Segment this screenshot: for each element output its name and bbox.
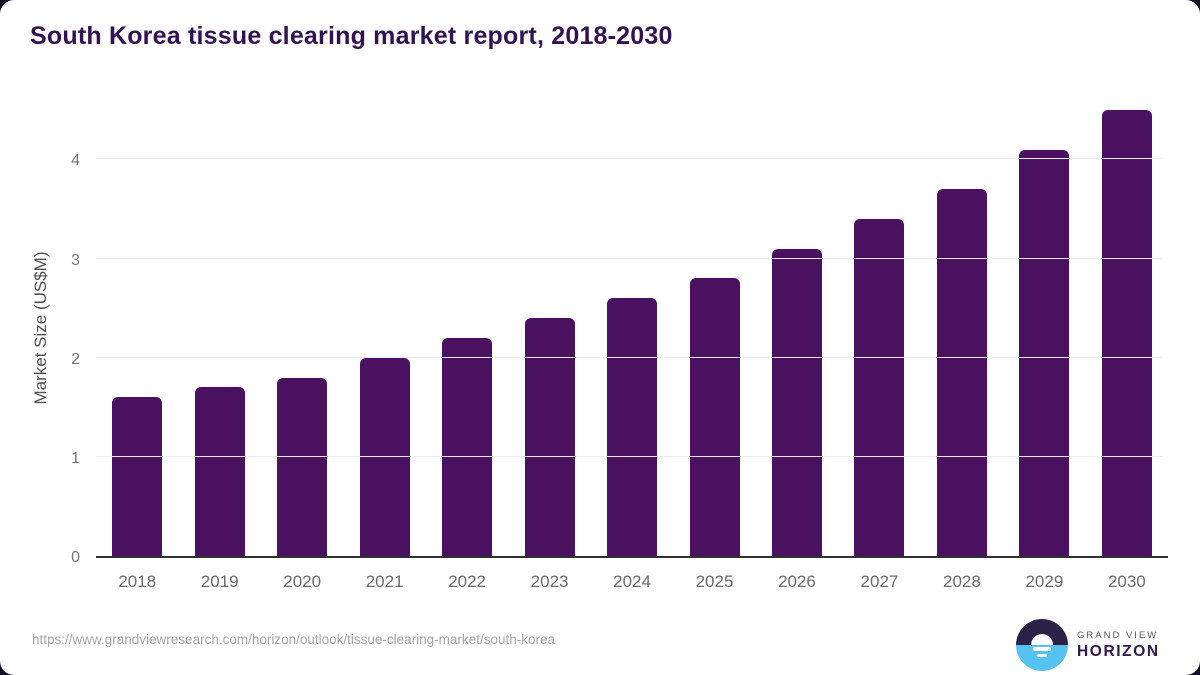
- bar-2030[interactable]: [1101, 109, 1152, 556]
- x-tick-label: 2022: [448, 572, 487, 591]
- bar-column-2028: [921, 100, 1003, 556]
- bar-column-2018: [96, 100, 178, 556]
- bar-2029[interactable]: [1019, 149, 1070, 556]
- grand-view-horizon-logo: GRAND VIEW HORIZON: [1016, 619, 1160, 671]
- bar-2019[interactable]: [194, 387, 245, 556]
- x-tick-label: 2020: [283, 572, 322, 591]
- source-url: https://www.grandviewresearch.com/horizo…: [32, 632, 555, 647]
- bar-column-2022: [426, 100, 508, 556]
- bar-column-2024: [591, 100, 673, 556]
- bar-column-2023: [508, 100, 590, 556]
- bar-column-2030: [1086, 100, 1168, 556]
- x-tick-label: 2019: [200, 572, 239, 591]
- bar-2028[interactable]: [936, 189, 987, 556]
- bar-2024[interactable]: [607, 298, 658, 556]
- x-tick-label: 2023: [530, 572, 569, 591]
- x-axis-tick-labels: 2018 2019 2020 2021 2022 2023 2024 2025 2026 2027…: [96, 558, 1168, 592]
- bar-column-2026: [756, 100, 838, 556]
- gridline: [96, 257, 1162, 259]
- gridline: [96, 356, 1162, 358]
- bar-column-2020: [261, 100, 343, 556]
- logo-brand-name: GRAND VIEW: [1077, 629, 1159, 641]
- horizon-sun-icon: [1016, 619, 1068, 671]
- y-tick-label: 3: [71, 251, 80, 269]
- y-tick-label: 1: [71, 449, 80, 467]
- bar-column-2021: [343, 100, 425, 556]
- x-tick-label: 2026: [778, 572, 816, 591]
- bar-column-2029: [1003, 100, 1085, 556]
- x-tick-label: 2025: [695, 572, 734, 591]
- page-title: South Korea tissue clearing market repor…: [30, 22, 673, 50]
- x-tick-label: 2030: [1107, 572, 1146, 591]
- gridline: [96, 455, 1162, 457]
- logo-product-name: HORIZON: [1077, 642, 1160, 660]
- x-tick-label: 2018: [118, 572, 157, 591]
- x-tick-label: 2029: [1025, 572, 1064, 591]
- bar-2020[interactable]: [277, 377, 328, 556]
- bar-2026[interactable]: [771, 248, 822, 556]
- bar-2022[interactable]: [442, 337, 493, 556]
- y-axis-tick-labels: 0 1 2 3 4: [38, 100, 80, 566]
- bar-column-2025: [673, 100, 755, 556]
- bar-2018[interactable]: [112, 397, 163, 556]
- x-tick-label: 2027: [860, 572, 899, 591]
- bar-2025[interactable]: [689, 278, 740, 556]
- y-tick-label: 4: [71, 152, 80, 170]
- x-tick-label: 2028: [943, 572, 981, 591]
- gridline: [96, 158, 1162, 160]
- bar-2021[interactable]: [359, 357, 410, 556]
- bar-2027[interactable]: [854, 218, 905, 556]
- bar-column-2019: [178, 100, 260, 556]
- logo-text: GRAND VIEW HORIZON: [1077, 630, 1160, 661]
- x-tick-label: 2021: [365, 572, 404, 591]
- bars-container: [96, 100, 1168, 556]
- y-tick-label: 0: [71, 549, 80, 566]
- bar-2023[interactable]: [524, 318, 575, 556]
- y-tick-label: 2: [71, 350, 80, 368]
- bar-column-2027: [838, 100, 920, 556]
- plot-area: [96, 100, 1168, 558]
- x-tick-label: 2024: [613, 572, 651, 591]
